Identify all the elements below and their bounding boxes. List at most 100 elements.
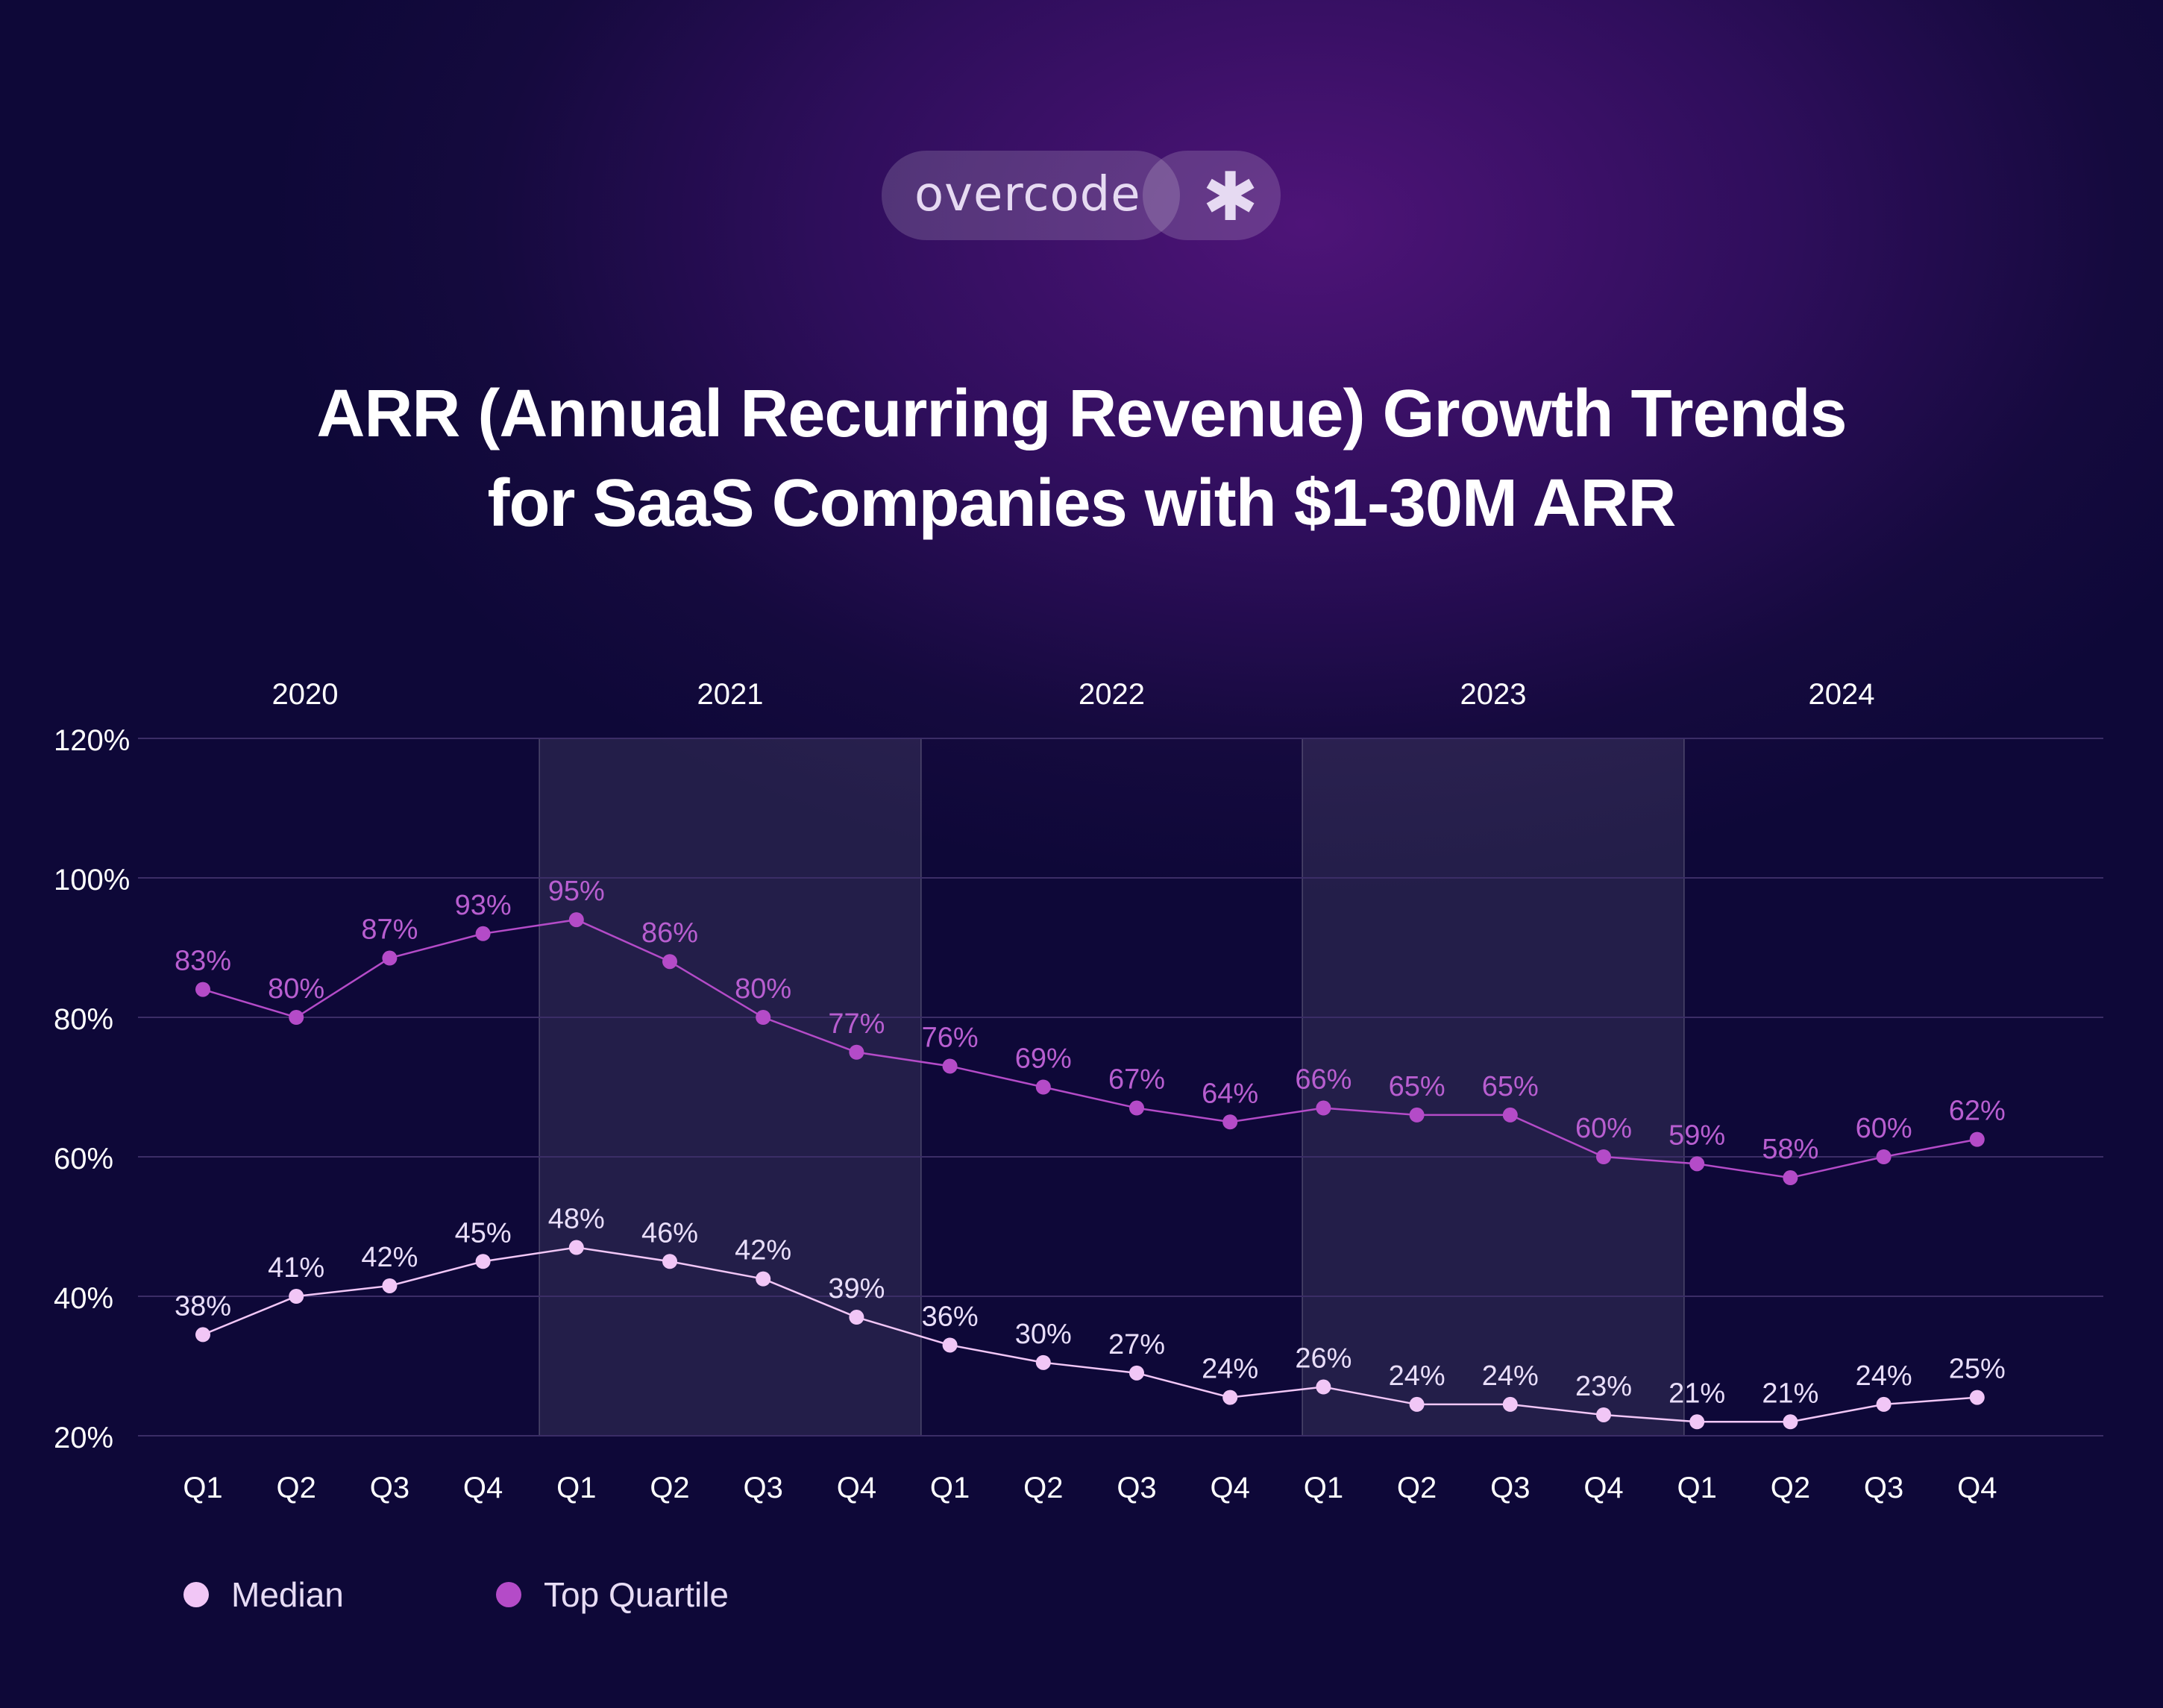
median-point <box>289 1289 304 1304</box>
year-band-2023 <box>1302 738 1685 1437</box>
top-quartile-point <box>662 954 677 970</box>
top-quartile-point <box>1502 1107 1518 1123</box>
x-tick-label: Q3 <box>1864 1472 1903 1504</box>
median-point <box>662 1254 677 1269</box>
top-quartile-point <box>1596 1149 1611 1164</box>
median-data-label: 21% <box>1762 1378 1818 1409</box>
top-quartile-line <box>202 918 1978 1179</box>
median-data-label: 24% <box>1389 1360 1445 1392</box>
median-point <box>849 1310 864 1325</box>
x-tick-label: Q2 <box>1771 1472 1810 1504</box>
top-quartile-data-label: 76% <box>922 1022 979 1053</box>
logo-pill <box>882 151 1180 240</box>
y-tick-label: 100% <box>54 864 130 897</box>
median-data-label: 23% <box>1575 1371 1632 1402</box>
median-data-label: 42% <box>361 1242 418 1273</box>
top-quartile-point <box>756 1010 771 1025</box>
x-tick-label: Q3 <box>1117 1472 1156 1504</box>
median-point <box>1409 1396 1425 1412</box>
year-label-2021: 2021 <box>697 678 764 711</box>
logo-blob <box>1143 151 1281 240</box>
y-tick-label: 20% <box>54 1422 113 1454</box>
logo-text: overcode <box>914 167 1141 222</box>
top-quartile-point <box>1316 1100 1331 1116</box>
chart-title-line-2: for SaaS Companies with $1-30M ARR <box>487 466 1676 541</box>
top-quartile-data-label: 86% <box>641 917 698 949</box>
legend-item-median: Median <box>183 1572 344 1617</box>
median-data-label: 27% <box>1108 1329 1165 1360</box>
top-quartile-data-label: 60% <box>1856 1113 1912 1144</box>
median-point <box>1502 1396 1518 1412</box>
top-quartile-data-label: 77% <box>828 1008 885 1040</box>
median-data-label: 36% <box>922 1301 979 1332</box>
top-quartile-data-label: 65% <box>1389 1071 1445 1102</box>
median-point <box>1876 1396 1892 1412</box>
legend-median-marker <box>183 1582 209 1607</box>
top-quartile-data-label: 69% <box>1015 1043 1072 1075</box>
median-data-label: 38% <box>175 1290 231 1322</box>
median-point <box>1222 1390 1238 1405</box>
median-data-label: 30% <box>1015 1319 1072 1350</box>
x-tick-label: Q4 <box>1583 1472 1623 1504</box>
median-point <box>1035 1354 1051 1370</box>
top-quartile-data-label: 58% <box>1762 1134 1818 1165</box>
legend-top-quartile-marker <box>496 1582 521 1607</box>
median-data-label: 45% <box>455 1217 512 1249</box>
median-point <box>568 1240 584 1255</box>
top-quartile-data-label: 67% <box>1108 1064 1165 1096</box>
year-band-2021 <box>539 738 922 1437</box>
legend-item-top-quartile: Top Quartile <box>496 1572 729 1617</box>
x-tick-label: Q1 <box>1304 1472 1343 1504</box>
top-quartile-data-label: 80% <box>268 973 324 1005</box>
legend-median-label: Median <box>231 1575 344 1614</box>
median-point <box>942 1337 958 1353</box>
top-quartile-point <box>1129 1100 1144 1116</box>
median-data-label: 42% <box>735 1235 791 1266</box>
x-tick-label: Q1 <box>1677 1472 1717 1504</box>
top-quartile-point <box>1876 1149 1892 1164</box>
median-point <box>195 1327 210 1343</box>
x-tick-label: Q4 <box>1211 1472 1250 1504</box>
x-tick-label: Q2 <box>277 1472 316 1504</box>
median-point <box>382 1278 398 1293</box>
x-tick-label: Q4 <box>1957 1472 1997 1504</box>
median-data-label: 21% <box>1668 1378 1725 1409</box>
top-quartile-point <box>195 982 210 997</box>
top-quartile-data-label: 93% <box>455 890 512 921</box>
median-data-label: 39% <box>828 1273 885 1304</box>
top-quartile-point <box>475 926 491 941</box>
logo: overcode ✱ <box>882 151 1281 240</box>
x-tick-label: Q2 <box>650 1472 689 1504</box>
top-quartile-point <box>942 1058 958 1074</box>
median-point <box>1316 1379 1331 1395</box>
year-label-2023: 2023 <box>1460 678 1527 711</box>
median-data-label: 26% <box>1295 1343 1352 1375</box>
top-quartile-data-label: 62% <box>1949 1096 2006 1127</box>
top-quartile-point <box>1035 1079 1051 1095</box>
x-tick-label: Q2 <box>1023 1472 1063 1504</box>
top-quartile-data-label: 80% <box>735 973 791 1005</box>
top-quartile-data-label: 95% <box>548 876 605 907</box>
top-quartile-data-label: 83% <box>175 946 231 977</box>
top-quartile-data-label: 59% <box>1668 1120 1725 1151</box>
median-data-label: 25% <box>1949 1354 2006 1385</box>
top-quartile-data-label: 60% <box>1575 1113 1632 1144</box>
median-data-label: 48% <box>548 1204 605 1235</box>
top-quartile-point <box>1222 1114 1238 1130</box>
y-tick-label: 80% <box>54 1003 113 1036</box>
top-quartile-point <box>568 912 584 928</box>
y-tick-label: 60% <box>54 1143 113 1175</box>
x-tick-label: Q1 <box>183 1472 222 1504</box>
x-tick-label: Q1 <box>556 1472 596 1504</box>
top-quartile-data-label: 65% <box>1482 1071 1539 1102</box>
top-quartile-point <box>382 950 398 966</box>
x-tick-label: Q3 <box>370 1472 409 1504</box>
median-point <box>475 1254 491 1269</box>
median-point <box>1129 1365 1144 1381</box>
asterisk-icon: ✱ <box>1202 158 1259 236</box>
year-label-2020: 2020 <box>272 678 339 711</box>
median-point <box>1783 1414 1798 1430</box>
y-tick-label: 120% <box>54 724 130 757</box>
median-point <box>1596 1407 1611 1422</box>
x-tick-label: Q3 <box>744 1472 783 1504</box>
